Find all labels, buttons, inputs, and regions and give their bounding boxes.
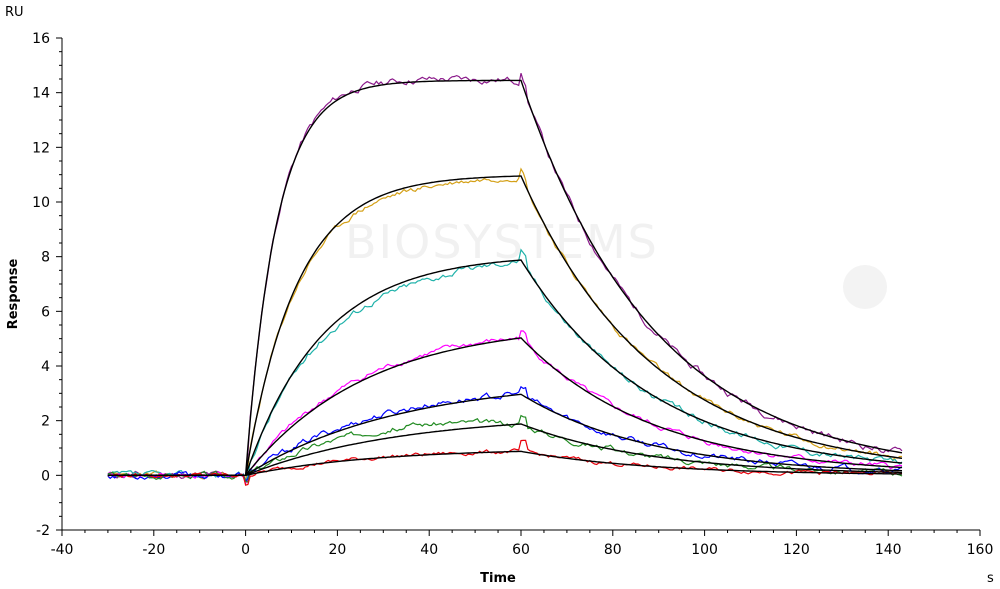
x-tick-label: 100 bbox=[691, 542, 718, 558]
x-tick-label: 40 bbox=[420, 542, 438, 558]
series-5-fit-line bbox=[107, 423, 902, 476]
watermark-dot-icon bbox=[843, 265, 887, 309]
x-ticks: -40 -20 0 20 40 60 80 100 120 140 160 bbox=[51, 530, 994, 558]
y-tick-label: 12 bbox=[32, 140, 50, 156]
plot-area bbox=[107, 73, 903, 486]
y-axis-title: Response bbox=[6, 259, 21, 330]
y-tick-label: -2 bbox=[36, 523, 50, 539]
series-4-fit-line bbox=[107, 393, 903, 476]
y-tick-label: 8 bbox=[41, 250, 50, 266]
y-tick-label: 14 bbox=[32, 86, 50, 102]
x-tick-label: 120 bbox=[783, 542, 810, 558]
y-unit-label: RU bbox=[5, 5, 24, 20]
y-ticks: -2 0 2 4 6 8 10 12 14 16 bbox=[32, 31, 62, 539]
series-6-fit-line bbox=[107, 450, 903, 476]
watermark-text: BIOSYSTEMS bbox=[345, 215, 659, 269]
x-tick-label: 140 bbox=[875, 542, 902, 558]
series-3-fit-line bbox=[107, 337, 903, 476]
x-axis-title: Time bbox=[480, 571, 516, 586]
series-0-data-line bbox=[107, 73, 903, 484]
series-0-fit-line bbox=[107, 79, 903, 476]
y-tick-label: 6 bbox=[41, 304, 50, 320]
x-unit-label: s bbox=[987, 571, 994, 586]
series-2-fit-line bbox=[107, 259, 903, 476]
y-tick-label: 4 bbox=[41, 359, 50, 375]
series-2-data-line bbox=[107, 248, 903, 483]
y-tick-label: 10 bbox=[32, 195, 50, 211]
x-tick-label: 80 bbox=[604, 542, 622, 558]
x-tick-label: 160 bbox=[967, 542, 994, 558]
series-3-data-line bbox=[107, 330, 903, 485]
x-tick-label: 60 bbox=[512, 542, 530, 558]
x-tick-label: -20 bbox=[142, 542, 165, 558]
y-tick-label: 0 bbox=[41, 468, 50, 484]
y-tick-label: 16 bbox=[32, 31, 50, 47]
x-tick-label: -40 bbox=[51, 542, 74, 558]
x-tick-label: 20 bbox=[328, 542, 346, 558]
watermark: BIOSYSTEMS bbox=[345, 215, 887, 309]
y-tick-label: 2 bbox=[41, 414, 50, 430]
x-tick-label: 0 bbox=[241, 542, 250, 558]
